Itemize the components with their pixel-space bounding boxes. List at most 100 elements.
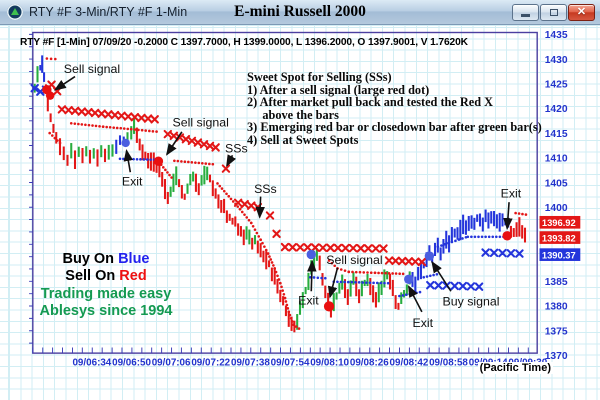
red-x-row [280,242,388,253]
candle-bar [386,271,389,280]
price-badge [539,215,581,229]
promo-text-segment: Ablesys since 1994 [39,302,173,319]
candle-bar [397,302,400,310]
candle-bar [484,209,487,223]
sweet-spot-note-line: 4) Sell at Sweet Spots [247,132,359,147]
candle-bar [464,220,467,235]
candle-bar [115,139,118,154]
sell-signal-dot [45,91,55,100]
candle-bar [335,292,338,300]
candle-bar [476,214,479,222]
blue-x-row [426,280,484,291]
annotation-sss: SSs [254,182,277,196]
timezone-label: (Pacific Time) [477,362,553,374]
candle-bar [467,215,470,231]
candle-bar [52,123,55,133]
candle-bar [245,226,248,240]
annotation-arrow [431,260,452,292]
y-axis-label: 1405 [545,178,568,189]
candle-bar [43,72,46,82]
candle-bar [178,179,181,188]
red-dot-trail [69,121,158,133]
candle-bar [203,165,206,185]
promo-text-segment: Blue [118,251,150,267]
close-button[interactable]: ✕ [568,4,595,21]
price-chart[interactable]: 1435 1430 1425 1420 1415 1410 1405 1400 1385 1380… [0,25,600,400]
price-badge [539,248,581,261]
candle-bar [349,280,352,297]
candle-bar [501,213,504,227]
candle-bar [200,175,203,186]
candle-bar [228,213,231,221]
annotation-exit: Exit [413,316,434,330]
candle-bar [39,65,42,71]
x-axis-label: 09/08:26 [350,357,389,368]
candle-bar [445,230,448,249]
candle-bar [111,144,114,157]
sweet-spot-note-line: Sweet Spot for Selling (SSs) [247,70,392,84]
y-axis-ticks [29,33,33,344]
candle-bar [374,292,377,308]
candle-bar [85,146,88,157]
x-axis-label: 09/07:38 [231,357,270,368]
candle-bar [214,188,217,199]
signal-dots [42,85,512,312]
candle-bar [206,166,209,181]
title-bar[interactable]: RTY #F 3-Min/RTY #F 1-Min E-mini Russell… [0,0,600,25]
candle-bar [493,211,496,227]
candle-bar [92,148,95,159]
candle-bar [237,223,240,236]
candle-bar [495,214,498,229]
candle-bar [189,173,192,186]
candle-bar [453,228,456,238]
x-axis-label: 09/07:54 [271,357,310,368]
window-controls: ✕ [512,4,595,21]
y-axis-label: 1410 [545,154,568,165]
annotation-arrow [165,131,183,156]
candle-bar [107,144,110,160]
candle-bar [149,152,152,171]
minimize-button[interactable] [512,4,539,21]
candle-bar [279,289,282,303]
promo-line: Buy On Blue [38,251,174,268]
promo-text-segment: Sell On [65,268,120,285]
candle-bar [287,311,290,327]
candle-bar [394,295,397,309]
x-axis-label: 09/07:22 [191,357,230,368]
annotation-exit: Exit [501,187,522,201]
chart-area[interactable]: 1435 1430 1425 1420 1415 1410 1405 1400 1385 1380… [0,25,600,400]
exit-dot [306,249,316,260]
x-axis-labels: 09/06:34 09/06:50 09/07:06 09/07:22 09/07:38… [72,357,547,368]
price-badge-value: 1393.82 [542,233,576,243]
candle-bar [338,282,341,294]
candle-bar [369,278,372,296]
candle-bar [380,280,383,295]
candle-bar [88,149,92,164]
annotation-arrow [408,285,423,313]
candle-bar [512,228,515,237]
annotation-arrow [255,196,265,219]
candle-bar [77,146,80,157]
candle-bar [403,290,406,298]
red-dot-trail [173,159,215,166]
candle-bar [450,227,453,243]
candle-bar [388,273,392,290]
promo-text-segment: Red [119,268,147,285]
candle-bar [66,154,69,166]
red-dot-trail [514,211,528,216]
y-axis-label: 1430 [545,55,568,66]
candle-bar [211,180,214,197]
candle-bar [301,292,304,309]
annotation-arrow [503,202,513,231]
candle-bar [523,227,527,243]
candle-bar [183,193,186,200]
candle-bar [377,282,380,303]
candle-bar [175,166,178,186]
promo-text-segment: Buy On [62,251,119,267]
y-axis-label: 1385 [545,277,568,288]
candle-bar [163,179,167,200]
restore-button[interactable] [540,4,567,21]
sell-signal-dot [323,301,335,312]
x-axis-label: 09/08:42 [390,357,429,368]
blue-dot-trail [332,280,390,285]
